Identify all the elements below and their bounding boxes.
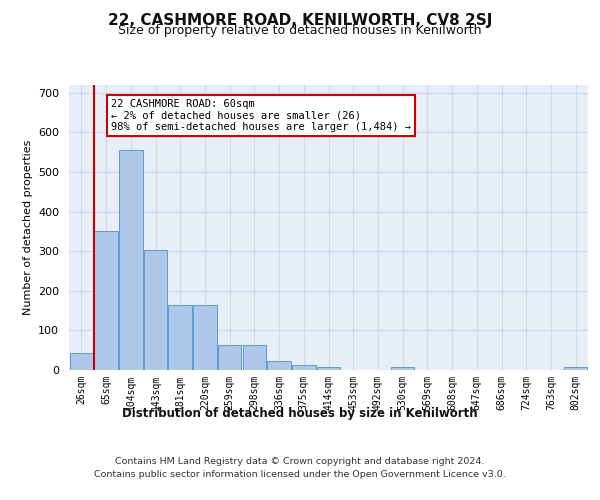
Bar (218, 346, 241, 370)
Bar (169, 304, 192, 370)
Text: Size of property relative to detached houses in Kenilworth: Size of property relative to detached ho… (118, 24, 482, 37)
Bar (391, 367, 415, 370)
Bar (564, 367, 587, 370)
Text: Contains HM Land Registry data © Crown copyright and database right 2024.: Contains HM Land Registry data © Crown c… (115, 458, 485, 466)
Text: 22 CASHMORE ROAD: 60sqm
← 2% of detached houses are smaller (26)
98% of semi-det: 22 CASHMORE ROAD: 60sqm ← 2% of detached… (111, 99, 411, 132)
Text: Distribution of detached houses by size in Kenilworth: Distribution of detached houses by size … (122, 408, 478, 420)
Bar (70, 354, 93, 370)
Bar (193, 304, 217, 370)
Bar (317, 367, 340, 370)
Bar (242, 346, 266, 370)
Bar (144, 250, 167, 370)
Text: Contains public sector information licensed under the Open Government Licence v3: Contains public sector information licen… (94, 470, 506, 479)
Bar (292, 365, 316, 370)
Text: 22, CASHMORE ROAD, KENILWORTH, CV8 2SJ: 22, CASHMORE ROAD, KENILWORTH, CV8 2SJ (108, 12, 492, 28)
Bar (119, 150, 143, 370)
Y-axis label: Number of detached properties: Number of detached properties (23, 140, 32, 315)
Bar (94, 232, 118, 370)
Bar (268, 362, 291, 370)
